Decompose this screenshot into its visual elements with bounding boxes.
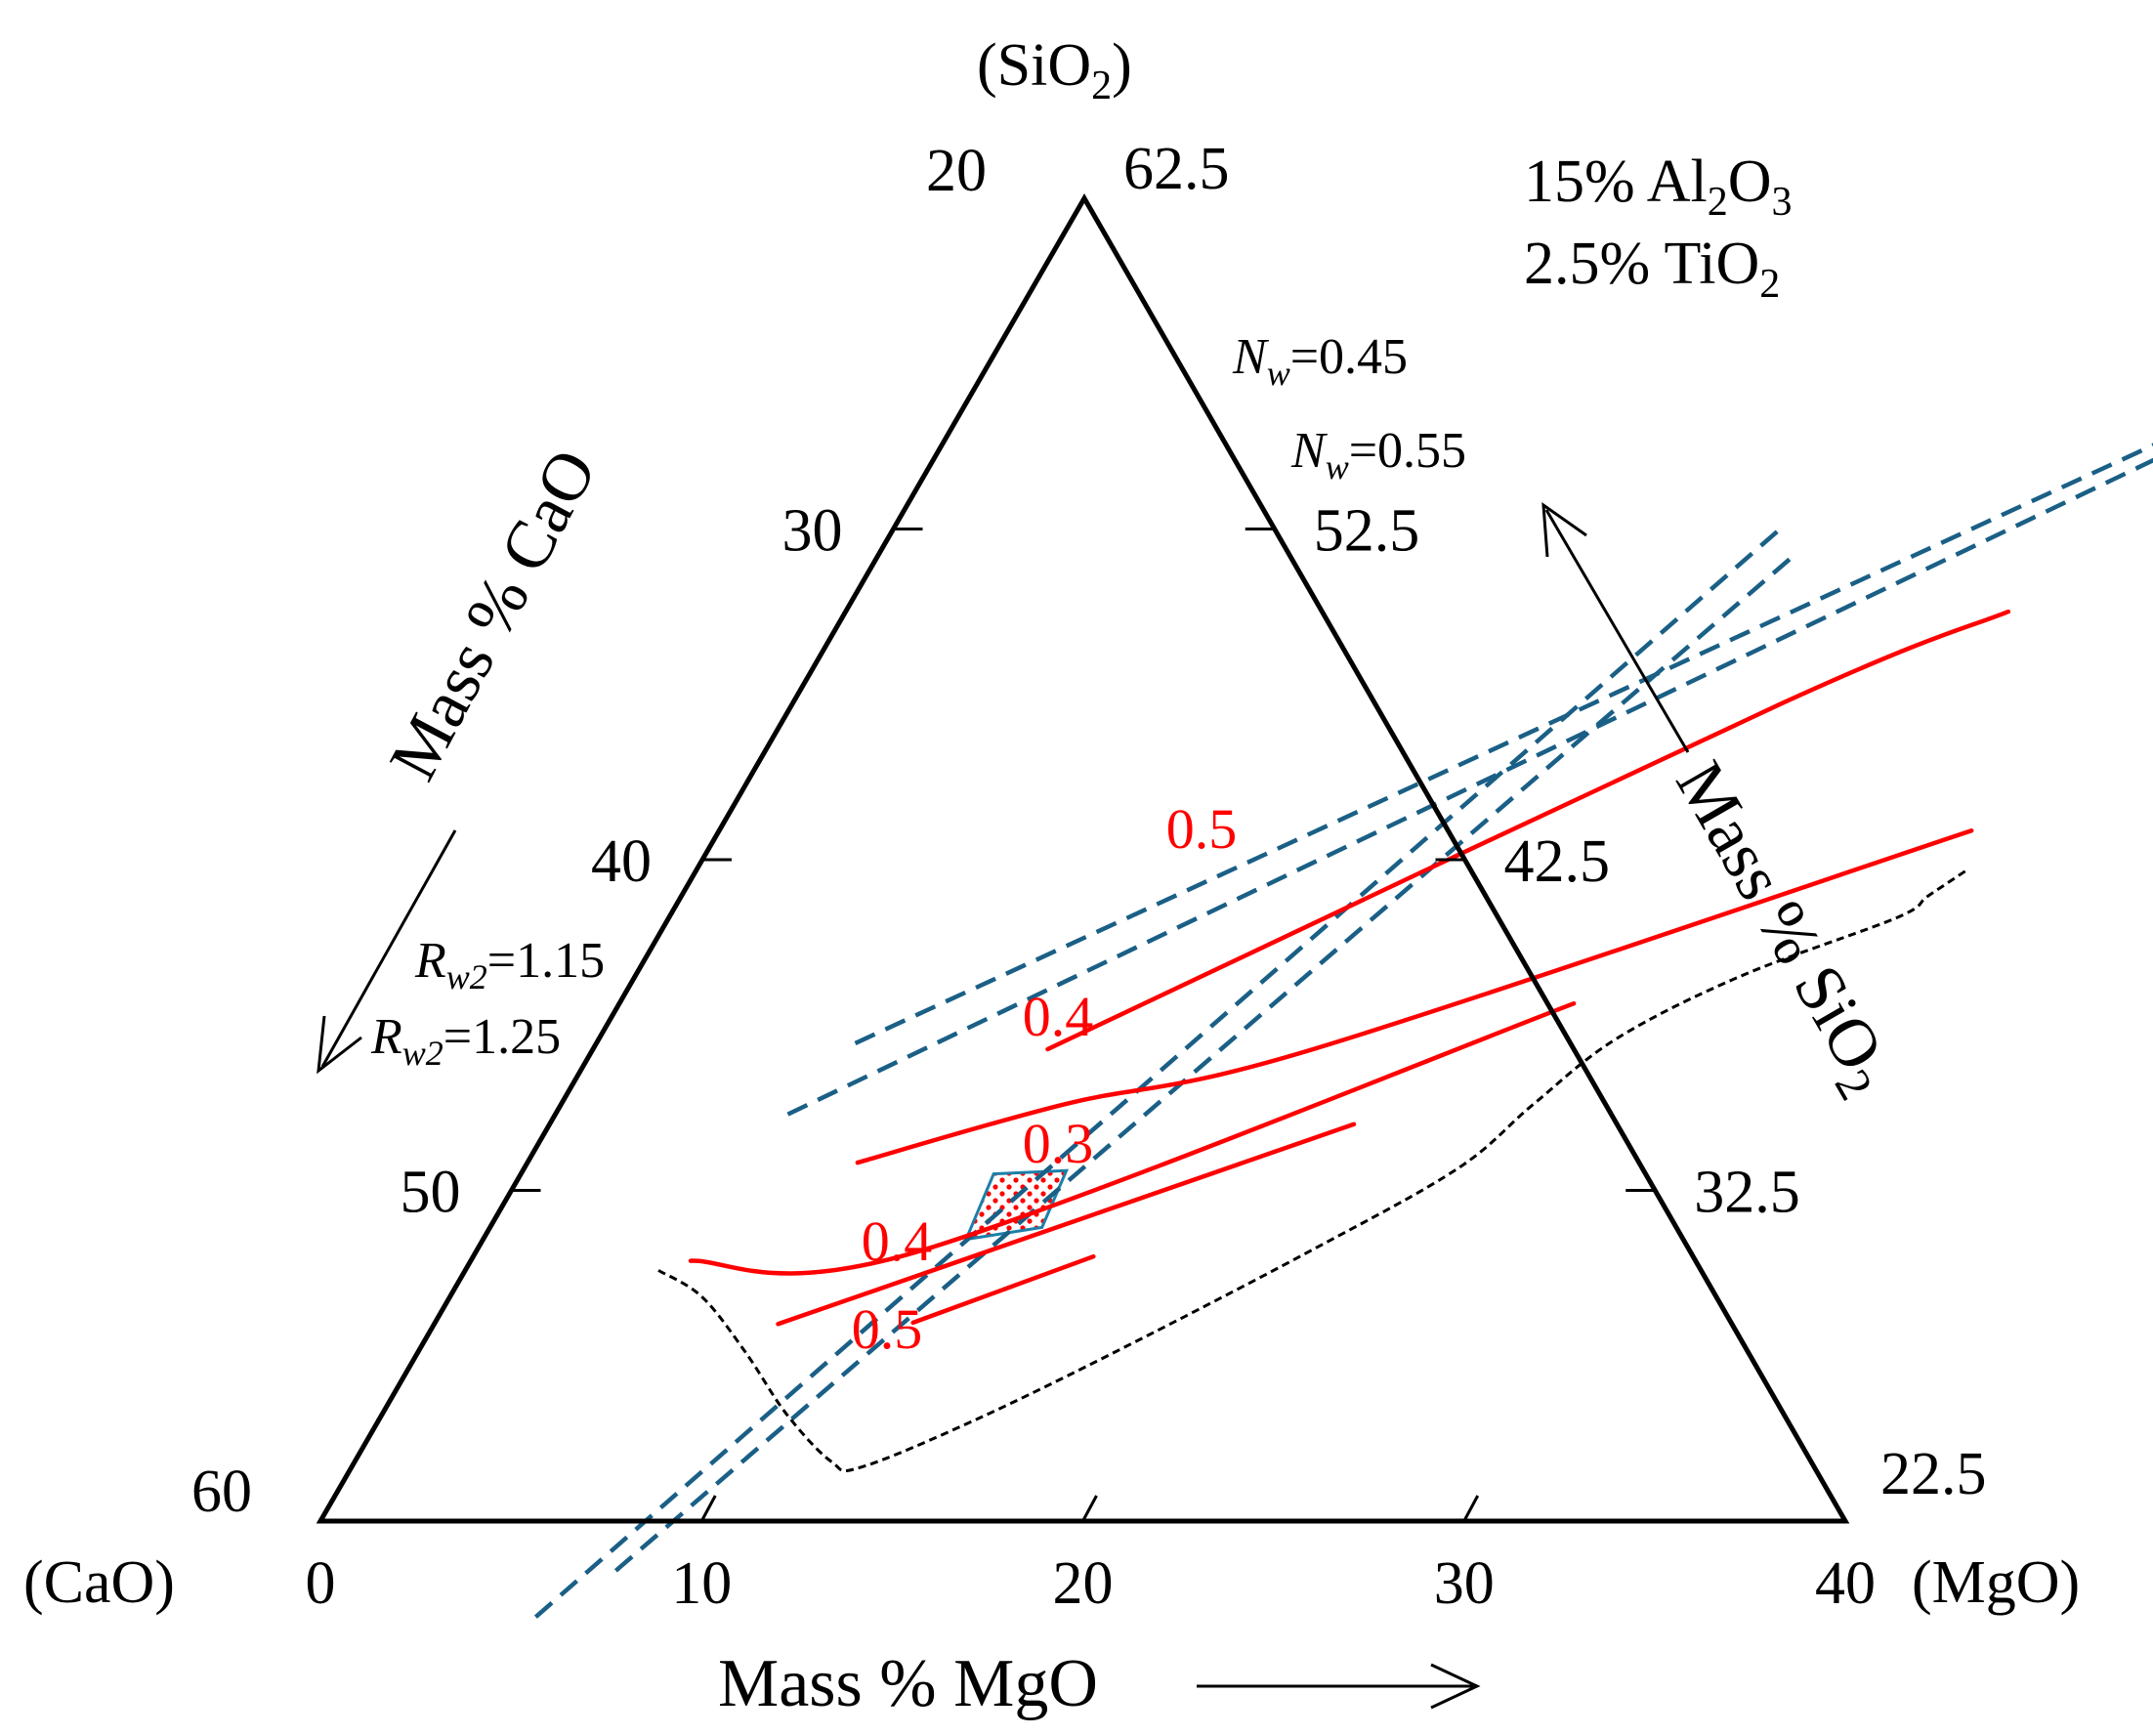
isoline-1 [855,827,1974,1165]
isoline-3 [776,1122,1357,1327]
isoline-0 [1045,609,2011,1052]
triangle-frame [316,192,1850,1524]
bottom-tick-2 [1081,1495,1098,1522]
right-tick-label-4: 22.5 [1880,1441,1987,1507]
isoline-label-2: 0.3 [1023,1112,1094,1175]
note-al2o3: 15% Al2O3 [1524,148,1793,225]
liquidus-boundary-layer [657,868,1968,1473]
bottom-tick-label-3: 30 [1434,1550,1495,1617]
isoline-label-0: 0.5 [1166,797,1238,861]
rw2-line-1 [786,457,2153,1117]
tick-marks-layer [511,528,1656,1522]
right-tick-label-0: 62.5 [1123,136,1230,202]
note-tio2: 2.5% TiO2 [1524,231,1780,307]
isoline-label-1: 0.4 [1023,985,1094,1048]
isoline-4 [910,1253,1096,1326]
nw-line-1 [613,550,1799,1573]
right-tick-label-2: 42.5 [1504,828,1611,895]
right-tick-label-3: 32.5 [1694,1160,1800,1226]
bottom-tick-label-4: 40 [1815,1550,1876,1617]
left-tick-label-2: 40 [591,828,652,895]
left-tick-label-3: 50 [401,1160,461,1226]
line-labels-layer: 0.5 0.4 0.3 0.4 0.5 Nw=0.45 Nw=0.55 Rw2=1.15 Rw2… [370,329,1466,1361]
left-axis-title: Mass % CaO [375,438,611,791]
isolines-layer [688,609,2011,1327]
nw-label-0: Nw=0.45 [1232,329,1408,393]
nw-label-1: Nw=0.55 [1290,423,1466,487]
isoline-2 [688,1000,1577,1276]
right-axis-arrow [1541,501,1690,753]
bottom-axis-arrow [1197,1663,1481,1710]
right-axis-title: Mass % SiO2 [1654,749,1910,1109]
left-tick-label-1: 30 [782,498,843,565]
isoline-label-4: 0.5 [852,1297,923,1361]
bottom-tick-1 [699,1495,717,1522]
liquidus-boundary [657,868,1968,1473]
bottom-tick-3 [1462,1495,1480,1522]
bottom-tick-label-1: 10 [671,1550,732,1617]
right-tick-label-1: 52.5 [1314,498,1420,565]
rw2-label-0: Rw2=1.15 [414,933,605,996]
bottom-axis-title: Mass % MgO [718,1646,1098,1721]
left-tick-label-0: 20 [926,138,987,204]
apex-left-label: (CaO) [23,1549,175,1616]
rw2-line-0 [854,443,2153,1045]
apex-top-label: (SiO2) [977,32,1132,108]
left-axis-arrow [317,829,457,1075]
reference-lines-layer [533,443,2153,1619]
bottom-tick-label-0: 0 [306,1550,336,1617]
nw-line-0 [533,527,1783,1619]
rw2-label-1: Rw2=1.25 [370,1009,561,1073]
tick-labels-layer: 0 10 20 30 40 20 30 40 50 60 62.5 52.5 42.5 32.5 22.5 [191,136,1987,1617]
left-tick-label-4: 60 [191,1459,252,1525]
bottom-tick-label-2: 20 [1053,1550,1114,1617]
apex-right-label: (MgO) [1912,1549,2080,1616]
isoline-label-3: 0.4 [862,1209,933,1273]
